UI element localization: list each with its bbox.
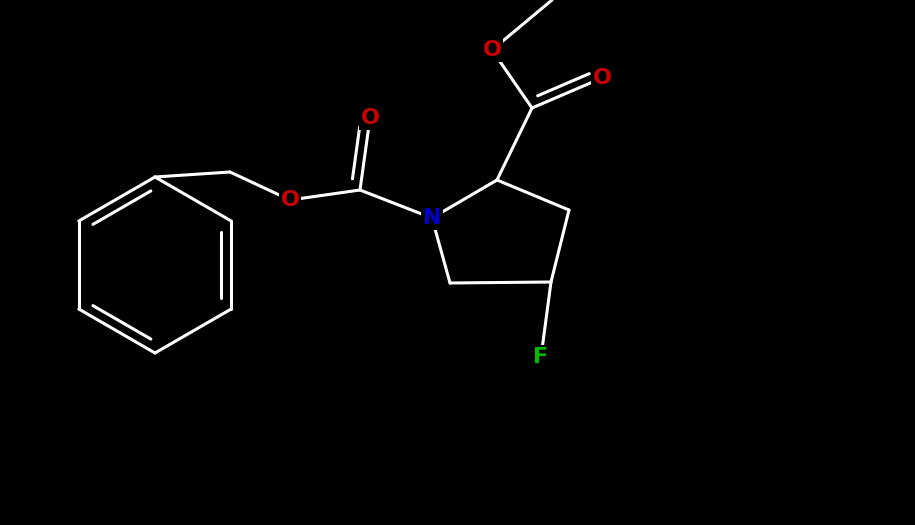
Text: N: N: [423, 208, 441, 228]
Text: O: O: [281, 190, 299, 210]
Text: O: O: [593, 68, 611, 88]
Text: O: O: [361, 108, 380, 128]
Text: O: O: [482, 40, 501, 60]
Text: F: F: [533, 347, 549, 367]
